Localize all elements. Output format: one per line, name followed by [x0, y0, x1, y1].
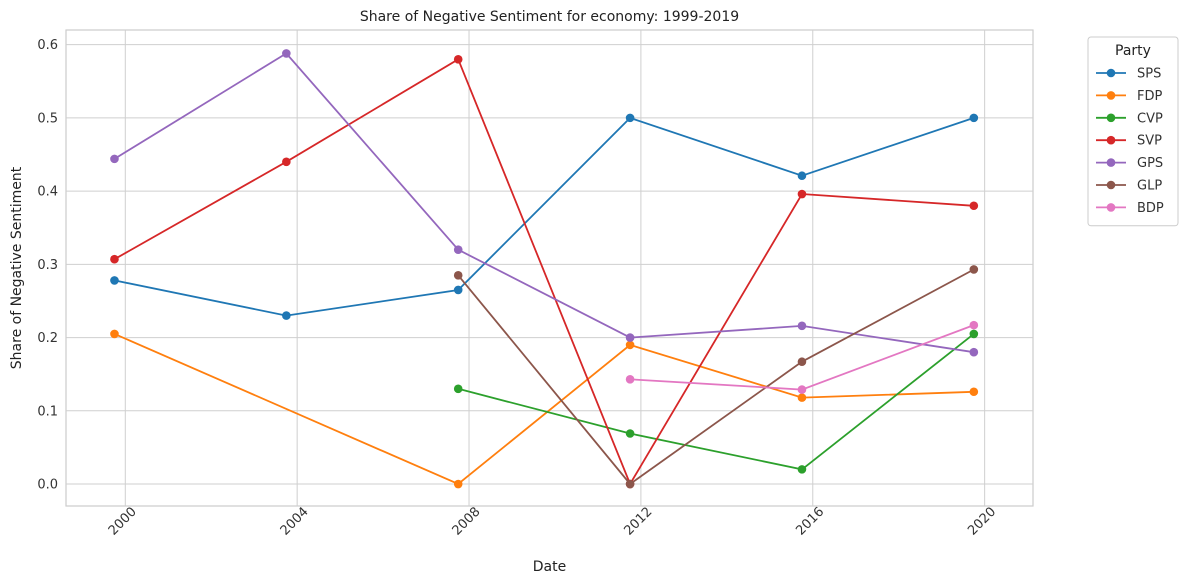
data-point	[969, 113, 979, 123]
data-point	[453, 285, 463, 295]
legend-item-bdp: BDP	[1096, 201, 1164, 216]
series-bdp	[625, 320, 979, 394]
y-tick-label: 0.4	[37, 185, 58, 200]
data-point	[797, 321, 807, 331]
series-gps	[110, 49, 979, 357]
data-point	[969, 320, 979, 330]
data-point	[282, 157, 291, 167]
data-point	[110, 254, 119, 264]
legend-item-fdp: FDP	[1096, 89, 1162, 104]
legend-label: GLP	[1137, 179, 1162, 194]
y-tick-label: 0.3	[37, 258, 58, 273]
y-tick-label: 0.6	[37, 38, 58, 53]
x-tick-label: 2020	[965, 505, 999, 539]
y-tick-label: 0.5	[37, 111, 58, 126]
series-fdp	[110, 329, 979, 489]
series-line-cvp	[457, 333, 975, 471]
legend-label: BDP	[1137, 201, 1164, 216]
data-point	[110, 154, 119, 164]
data-point	[453, 479, 463, 489]
data-point	[282, 49, 291, 58]
x-tick-label: 2004	[278, 505, 312, 539]
series-line-sps	[114, 116, 975, 317]
data-point	[282, 311, 291, 320]
x-tick-label: 2008	[450, 505, 484, 539]
data-point	[797, 385, 807, 394]
legend-item-glp: GLP	[1096, 179, 1162, 194]
legend-marker	[1106, 113, 1116, 123]
data-point	[453, 245, 463, 254]
data-point	[969, 201, 979, 211]
data-point	[797, 393, 807, 402]
chart-title: Share of Negative Sentiment for economy:…	[360, 9, 739, 25]
data-point	[625, 375, 635, 384]
legend-item-svp: SVP	[1096, 134, 1162, 149]
data-point	[969, 329, 979, 339]
series-lines	[110, 49, 979, 489]
x-axis-label: Date	[533, 559, 566, 575]
series-line-gps	[114, 52, 974, 354]
series-line-glp	[457, 268, 975, 486]
plot-area	[65, 29, 1034, 507]
data-point	[969, 347, 979, 357]
data-point	[969, 265, 979, 274]
legend: Party SPS FDP CVP SVP GPS GLP BDP	[1087, 36, 1179, 227]
data-point	[453, 384, 463, 394]
data-point	[797, 465, 807, 474]
legend-label: SPS	[1137, 67, 1161, 82]
legend-marker	[1106, 158, 1116, 167]
x-tick-label: 2012	[621, 505, 655, 539]
legend-item-sps: SPS	[1096, 67, 1161, 82]
legend-marker	[1106, 135, 1116, 145]
y-tick-label: 0.1	[37, 404, 58, 419]
legend-marker	[1106, 203, 1116, 212]
series-cvp	[453, 329, 979, 474]
series-sps	[110, 113, 979, 320]
data-point	[797, 189, 807, 199]
data-point	[625, 113, 635, 123]
y-tick-label: 0.0	[37, 478, 58, 493]
data-point	[453, 54, 463, 64]
y-axis-label: Share of Negative Sentiment	[9, 166, 25, 369]
legend-marker	[1106, 180, 1116, 190]
legend-label: FDP	[1137, 89, 1162, 104]
y-tick-label: 0.2	[37, 331, 58, 346]
data-point	[110, 276, 119, 285]
x-tick-label: 2016	[793, 505, 827, 539]
data-point	[453, 271, 463, 280]
data-point	[625, 429, 635, 438]
data-point	[797, 171, 807, 181]
legend-marker	[1106, 68, 1116, 78]
gridlines	[66, 30, 1033, 506]
legend-title: Party	[1115, 43, 1151, 59]
series-glp	[453, 265, 979, 489]
x-tick-label: 2000	[106, 505, 140, 539]
data-point	[110, 329, 119, 339]
legend-item-gps: GPS	[1096, 156, 1163, 171]
legend-box	[1087, 36, 1179, 227]
series-line-svp	[114, 57, 974, 487]
data-point	[625, 340, 635, 350]
legend-label: CVP	[1137, 111, 1163, 126]
legend-label: SVP	[1137, 134, 1162, 149]
data-point	[797, 357, 807, 367]
legend-item-cvp: CVP	[1096, 111, 1163, 126]
legend-label: GPS	[1137, 156, 1163, 171]
legend-marker	[1106, 91, 1116, 100]
data-point	[625, 479, 635, 489]
data-point	[969, 387, 979, 397]
data-point	[625, 333, 635, 342]
legend-items: SPS FDP CVP SVP GPS GLP BDP	[1096, 67, 1164, 216]
